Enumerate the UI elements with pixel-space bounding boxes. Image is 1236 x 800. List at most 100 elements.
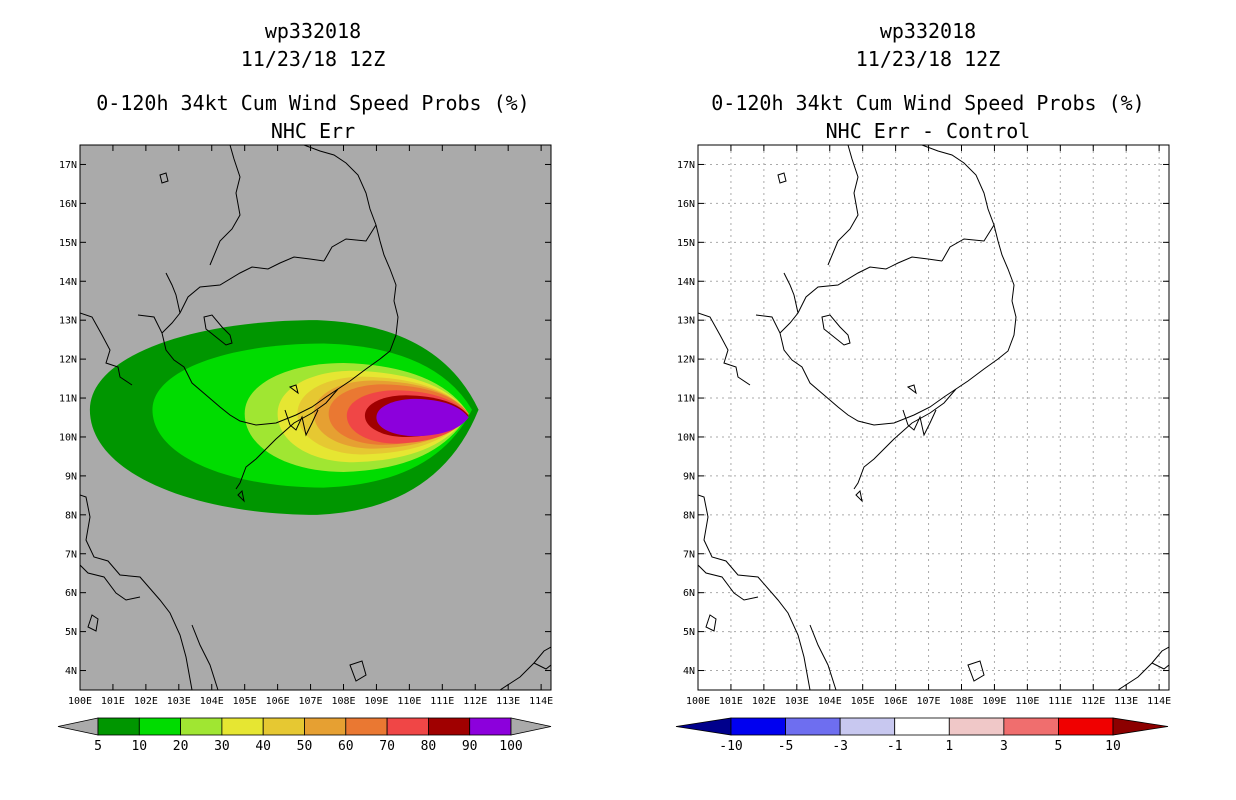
coastline-segment [698,494,811,690]
left-storm-id: wp332018 [265,19,361,43]
x-tick-label: 111E [430,696,454,707]
colorbar-segment [262,717,305,736]
left-y-axis: 4N 5N 6N 7N 8N 9N 10N 11N 12N 13N 14N 15N 16N 17N [59,160,551,677]
right-gridlines [698,145,1169,690]
colorbar-arrow-low [57,717,99,736]
coastline-segment [821,314,851,346]
colorbar-label: 80 [421,739,437,754]
colorbar-label: -1 [887,739,903,754]
y-tick-label: 16N [677,199,695,210]
coastline-segment [349,660,367,682]
colorbar-segment [345,717,388,736]
coastline-segment [783,272,799,314]
right-chart-title: 0-120h 34kt Cum Wind Speed Probs (%) [711,91,1144,115]
coastline-segment [235,388,339,490]
colorbar-label: 5 [1055,739,1063,754]
colorbar-label: 1 [945,739,953,754]
coastline-segment [902,409,937,437]
y-tick-label: 17N [677,160,695,171]
x-tick-label: 113E [496,696,520,707]
colorbar-label: -5 [778,739,794,754]
x-tick-label: 103E [167,696,191,707]
x-tick-label: 105E [851,696,875,707]
x-tick-label: 110E [397,696,421,707]
x-tick-label: 107E [299,696,323,707]
y-tick-label: 12N [59,355,77,366]
y-tick-label: 6N [683,588,695,599]
colorbar-label: 20 [173,739,189,754]
x-tick-label: 100E [68,696,92,707]
coastline-segment [209,145,241,266]
x-tick-label: 114E [1147,696,1171,707]
right-date: 11/23/18 12Z [856,47,1001,71]
colorbar-label: 70 [379,739,395,754]
right-map-frame [697,144,1170,691]
coastline-segment [827,145,859,266]
y-tick-label: 9N [683,471,695,482]
colorbar-label: 100 [499,739,522,754]
y-tick-label: 12N [677,355,695,366]
coastline-segment [1151,662,1169,670]
y-tick-label: 4N [65,666,77,677]
colorbar-label: -3 [832,739,848,754]
left-date: 11/23/18 12Z [241,47,386,71]
y-tick-label: 10N [677,432,695,443]
colorbar-label: 30 [214,739,230,754]
y-tick-label: 11N [677,394,695,405]
left-chart-subtitle: NHC Err [271,119,355,143]
colorbar-arrow-low [675,717,732,736]
coastline-segment [906,384,917,395]
colorbar-label: 50 [297,739,313,754]
coastline-segment [755,314,957,426]
colorbar-segment [427,717,471,736]
y-tick-label: 11N [59,394,77,405]
coastline-segment [967,660,985,682]
x-tick-label: 104E [200,696,224,707]
colorbar-arrow-high [1112,717,1169,736]
coastline-segment [80,312,133,386]
colorbar-segment [469,717,512,736]
x-tick-label: 105E [233,696,257,707]
colorbar-segment [730,717,786,736]
left-colorbar: 5 10 20 30 40 50 60 70 80 90 100 [57,717,552,754]
coastline-segment [80,564,141,601]
x-tick-label: 110E [1015,696,1039,707]
x-tick-label: 103E [785,696,809,707]
coastline-segment [288,384,299,395]
colorbar-label: 3 [1000,739,1008,754]
x-tick-label: 109E [982,696,1006,707]
y-tick-label: 13N [59,316,77,327]
x-tick-label: 102E [134,696,158,707]
colorbar-segment [304,717,347,736]
coastline-segment [921,145,1015,302]
colorbar-segment [1058,717,1114,736]
coastline-segment [80,494,193,690]
colorbar-label: 40 [255,739,271,754]
right-y-axis: 4N 5N 6N 7N 8N 9N 10N 11N 12N 13N 14N 15N 16N 17N [677,160,1169,677]
y-tick-label: 17N [59,160,77,171]
left-x-axis: 100E 101E 102E 103E 104E 105E 106E 107E 108E 109E… [68,145,553,707]
x-tick-label: 106E [266,696,290,707]
coastline-segment [165,272,181,314]
colorbar-segment [894,717,950,736]
right-chart-subtitle: NHC Err - Control [826,119,1031,143]
colorbar-segment [386,717,429,736]
coastline-segment [337,300,399,390]
colorbar-label: 90 [462,739,478,754]
coastline-segment [853,388,957,490]
colorbar-label: -10 [719,739,742,754]
colorbar-segment [785,717,841,736]
coastline-segment [137,314,339,426]
x-tick-label: 100E [686,696,710,707]
y-tick-label: 14N [59,277,77,288]
colorbar-label: 5 [94,739,102,754]
coastline-segment [809,624,837,690]
coastline-segment [777,172,787,184]
y-tick-label: 5N [683,627,695,638]
y-tick-label: 7N [65,549,77,560]
y-tick-label: 10N [59,432,77,443]
x-tick-label: 101E [719,696,743,707]
x-tick-label: 104E [818,696,842,707]
coastline-segment [323,224,377,262]
x-tick-label: 112E [463,696,487,707]
